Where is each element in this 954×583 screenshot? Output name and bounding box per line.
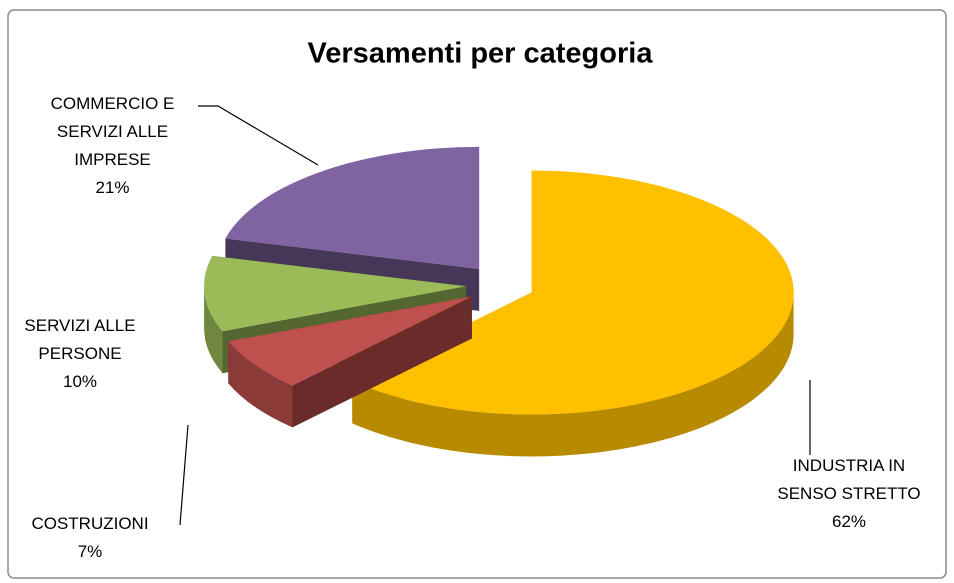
- data-label: COMMERCIO E SERVIZI ALLE IMPRESE: [50, 94, 175, 169]
- data-label: SERVIZI ALLE PERSONE: [24, 316, 136, 363]
- slice: [228, 296, 472, 386]
- data-label-value: 21%: [95, 178, 130, 197]
- slice: [352, 170, 794, 415]
- data-label-value: 62%: [831, 512, 867, 531]
- data-label-value: 10%: [62, 372, 98, 391]
- data-label: COSTRUZIONI: [31, 514, 149, 533]
- data-label: INDUSTRIA IN SENSO STRETTO: [777, 456, 921, 503]
- data-label-value: 7%: [77, 542, 103, 561]
- slice-wall: [228, 341, 293, 428]
- slice: [225, 146, 480, 269]
- slice-wall: [204, 286, 223, 374]
- slice-wall: [352, 292, 794, 457]
- leader-line: [179, 424, 189, 526]
- slice: [204, 255, 467, 332]
- leader-line: [198, 105, 319, 166]
- chart-title: Versamenti per categoria: [308, 38, 654, 70]
